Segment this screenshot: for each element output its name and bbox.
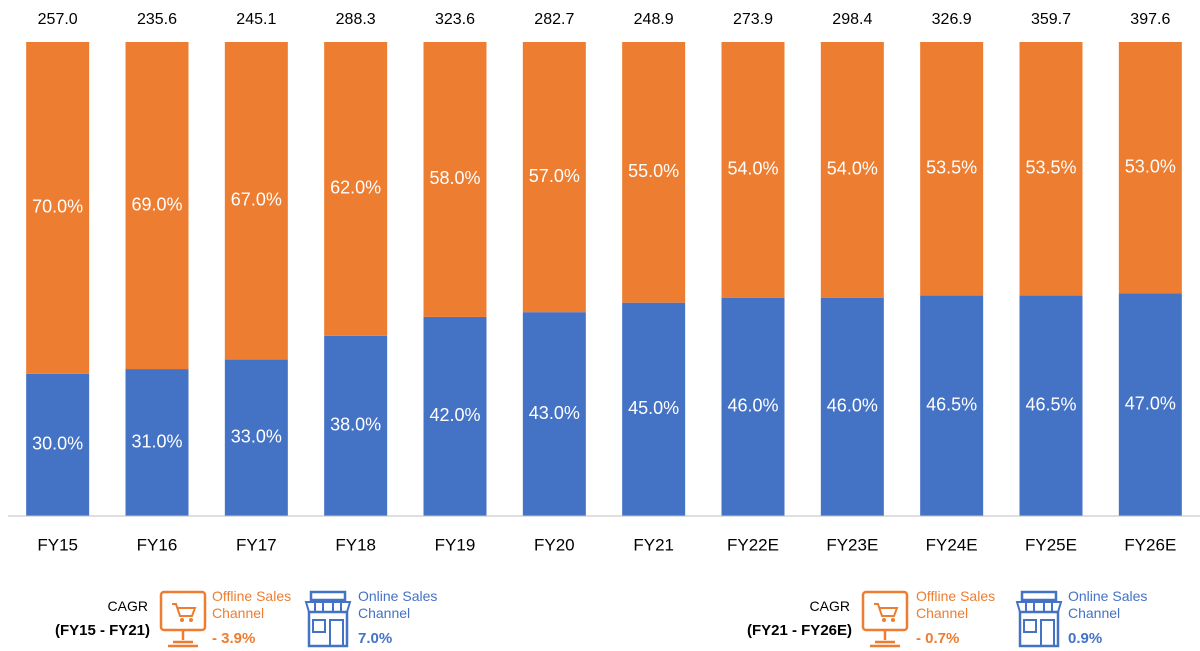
bar-segment (522, 42, 586, 313)
data-label: 33.0% (231, 427, 282, 447)
x-tick-label: FY22E (727, 535, 779, 554)
bar-segment (26, 42, 90, 374)
data-label: 54.0% (827, 159, 878, 179)
offline-cagr: - 0.7% (916, 630, 960, 647)
bar-segment (721, 297, 785, 516)
data-label: 58.0% (429, 168, 480, 188)
data-label: 47.0% (1125, 393, 1176, 413)
bar-segment (324, 335, 388, 516)
data-label: 53.0% (1125, 156, 1176, 176)
x-tick-label: FY15 (37, 535, 78, 554)
offline-icon (861, 590, 909, 648)
bar-segment (1019, 295, 1083, 516)
data-label: 57.0% (529, 166, 580, 186)
data-label: 70.0% (32, 197, 83, 217)
x-tick-label: FY18 (335, 535, 376, 554)
x-tick-label: FY21 (633, 535, 674, 554)
total-label: 257.0 (38, 11, 78, 28)
data-label: 31.0% (131, 431, 182, 451)
data-label: 54.0% (727, 159, 778, 179)
bar-segment (224, 359, 288, 516)
bar-segment (820, 297, 884, 516)
bar-segment (1118, 42, 1182, 294)
offline-legend: Offline Sales Channel (212, 588, 292, 621)
x-tick-label: FY20 (534, 535, 575, 554)
online-legend: Online Sales Channel (358, 588, 438, 621)
x-tick-label: FY26E (1124, 535, 1176, 554)
data-label: 45.0% (628, 398, 679, 418)
online-cagr: 0.9% (1068, 630, 1103, 647)
bar-segment (324, 42, 388, 336)
data-label: 46.5% (926, 395, 977, 415)
data-label: 38.0% (330, 415, 381, 435)
cagr-period: (FY15 - FY21) (54, 622, 150, 639)
total-label: 288.3 (336, 11, 376, 28)
cagr-label: CAGR (809, 598, 850, 614)
total-label: 273.9 (733, 11, 773, 28)
online-legend: Online Sales Channel (1068, 588, 1148, 621)
data-label: 55.0% (628, 161, 679, 181)
data-label: 42.0% (429, 405, 480, 425)
cagr-label: CAGR (107, 598, 148, 614)
data-label: 62.0% (330, 178, 381, 198)
total-label: 248.9 (634, 11, 674, 28)
total-label: 323.6 (435, 11, 475, 28)
offline-icon (159, 590, 207, 648)
data-label: 43.0% (529, 403, 580, 423)
bar-segment (224, 42, 288, 360)
total-label: 235.6 (137, 11, 177, 28)
bar-segment (423, 42, 487, 317)
bar-segment (820, 42, 884, 298)
data-label: 67.0% (231, 190, 282, 210)
bar-segment (1019, 42, 1083, 296)
online-cagr: 7.0% (358, 630, 393, 647)
data-label: 46.0% (827, 396, 878, 416)
total-label: 326.9 (932, 11, 972, 28)
x-tick-label: FY23E (826, 535, 878, 554)
x-tick-label: FY19 (435, 535, 476, 554)
cagr-period: (FY21 - FY26E) (746, 622, 852, 639)
total-label: 298.4 (832, 11, 872, 28)
x-tick-label: FY24E (926, 535, 978, 554)
data-label: 30.0% (32, 434, 83, 454)
bar-segment (522, 312, 586, 516)
offline-legend: Offline Sales Channel (916, 588, 996, 621)
online-icon (1015, 590, 1063, 648)
total-label: 245.1 (236, 11, 276, 28)
bar-segment (721, 42, 785, 298)
offline-cagr: - 3.9% (212, 630, 256, 647)
online-icon (304, 590, 352, 648)
bar-segment (622, 302, 686, 516)
data-label: 53.5% (926, 158, 977, 178)
bar-segment (26, 373, 90, 516)
total-label: 359.7 (1031, 11, 1071, 28)
bar-segment (125, 42, 189, 370)
bar-segment (125, 369, 189, 516)
bar-segment (622, 42, 686, 303)
total-label: 282.7 (534, 11, 574, 28)
x-tick-label: FY25E (1025, 535, 1077, 554)
data-label: 46.5% (1025, 395, 1076, 415)
x-tick-label: FY17 (236, 535, 277, 554)
data-label: 69.0% (131, 194, 182, 214)
data-label: 53.5% (1025, 158, 1076, 178)
bar-segment (920, 42, 984, 296)
bar-segment (423, 316, 487, 516)
bar-segment (920, 295, 984, 516)
total-label: 397.6 (1130, 11, 1170, 28)
bar-segment (1118, 293, 1182, 516)
x-tick-label: FY16 (137, 535, 178, 554)
chart: 30.0% 70.0% 257.0 FY15 31.0% 69.0% 235.6 FY16 33… (8, 11, 1200, 554)
data-label: 46.0% (727, 396, 778, 416)
